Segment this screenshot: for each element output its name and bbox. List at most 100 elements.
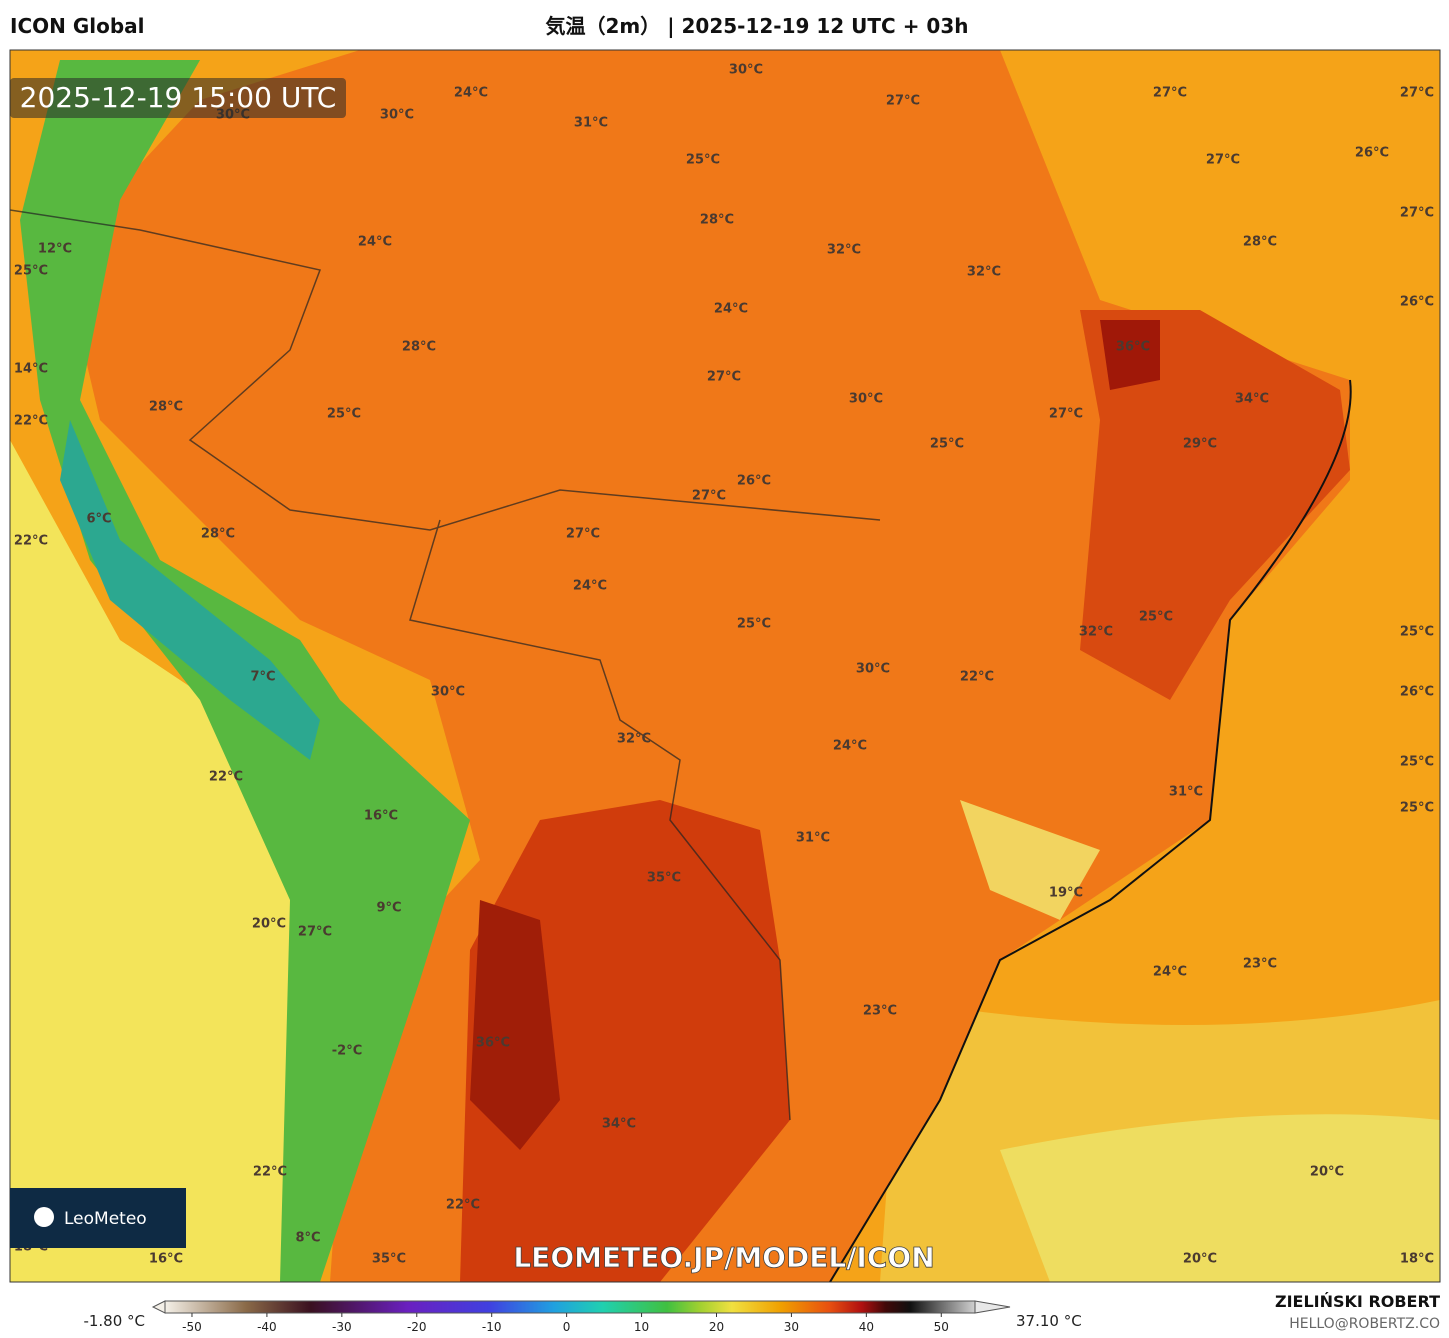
temperature-label: 27°C xyxy=(707,370,741,385)
temperature-label: 30°C xyxy=(729,63,763,78)
colorbar-tick-label: -40 xyxy=(257,1320,277,1334)
author-name: ZIELIŃSKI ROBERT xyxy=(1275,1292,1440,1311)
temperature-label: 20°C xyxy=(1183,1252,1217,1267)
temperature-label: 27°C xyxy=(692,489,726,504)
temperature-label: 36°C xyxy=(476,1036,510,1051)
temperature-label: 25°C xyxy=(1139,610,1173,625)
temperature-label: 28°C xyxy=(201,527,235,542)
colorbar-tick-label: 30 xyxy=(784,1320,799,1334)
colorbar-tick-label: 10 xyxy=(634,1320,649,1334)
timestamp: 2025-12-19 15:00 UTC xyxy=(20,81,337,114)
model-name: ICON Global xyxy=(10,14,145,38)
temperature-label: 25°C xyxy=(1400,755,1434,770)
temperature-label: 28°C xyxy=(149,400,183,415)
temperature-label: 27°C xyxy=(886,94,920,109)
temperature-label: 27°C xyxy=(1400,206,1434,221)
timestamp-box xyxy=(10,78,346,118)
temperature-label: 12°C xyxy=(38,242,72,257)
temperature-label: 19°C xyxy=(1049,886,1083,901)
temperature-label: 8°C xyxy=(295,1231,320,1246)
temperature-label: -2°C xyxy=(332,1044,362,1059)
temperature-label: 30°C xyxy=(849,392,883,407)
colorbar-right-end xyxy=(974,1300,1011,1314)
temperature-label: 24°C xyxy=(1153,965,1187,980)
map-labels: 30°C 24°C 27°C 27°C 27°C 30°C 30°C 31°C 25°C 27°C… xyxy=(14,63,1434,1267)
temperature-label: 26°C xyxy=(737,474,771,489)
temperature-label: 25°C xyxy=(14,264,48,279)
temperature-label: 9°C xyxy=(376,901,401,916)
temperature-label: 34°C xyxy=(1235,392,1269,407)
temperature-label: 27°C xyxy=(1153,86,1187,101)
temperature-label: 27°C xyxy=(1049,407,1083,422)
watermark: LEOMETEO.JP/MODEL/ICON xyxy=(513,1241,934,1274)
temperature-label: 32°C xyxy=(827,243,861,258)
temperature-label: 36°C xyxy=(1116,340,1150,355)
colorbar-scale xyxy=(164,1300,976,1314)
temperature-label: 25°C xyxy=(327,407,361,422)
temperature-label: 18°C xyxy=(1400,1252,1434,1267)
logo-sun xyxy=(34,1207,54,1227)
temperature-label: 22°C xyxy=(960,670,994,685)
map-frame xyxy=(9,49,1441,1283)
temperature-label: 6°C xyxy=(86,512,111,527)
temperature-label: 32°C xyxy=(967,265,1001,280)
colorbar-tick-label: 50 xyxy=(934,1320,949,1334)
colorbar-tick-label: 0 xyxy=(563,1320,571,1334)
temperature-label: 16°C xyxy=(364,809,398,824)
colorbar-tick-label: 40 xyxy=(859,1320,874,1334)
colorbar-left-end xyxy=(151,1300,166,1314)
temperature-label: 34°C xyxy=(602,1117,636,1132)
temperature-label: 7°C xyxy=(250,670,275,685)
temperature-label: 22°C xyxy=(446,1198,480,1213)
temperature-label: 24°C xyxy=(573,579,607,594)
colorbar-tick-label: -10 xyxy=(482,1320,502,1334)
temperature-label: 24°C xyxy=(358,235,392,250)
author-email: HELLO@ROBERTZ.CO xyxy=(1289,1316,1440,1332)
temperature-label: 28°C xyxy=(700,213,734,228)
temperature-label: 28°C xyxy=(402,340,436,355)
temperature-label: 22°C xyxy=(209,770,243,785)
logo: LeoMeteo xyxy=(64,1209,147,1229)
temperature-label: 35°C xyxy=(372,1252,406,1267)
temperature-label: 31°C xyxy=(574,116,608,131)
temperature-label: 22°C xyxy=(14,414,48,429)
temperature-label: 20°C xyxy=(252,917,286,932)
temperature-label: 30°C xyxy=(431,685,465,700)
colorbar-tick-label: 20 xyxy=(709,1320,724,1334)
colorbar-tick-label: -50 xyxy=(182,1320,202,1334)
temperature-label: 30°C xyxy=(380,108,414,123)
temperature-label: 24°C xyxy=(454,86,488,101)
temperature-label: 23°C xyxy=(863,1004,897,1019)
temperature-label: 24°C xyxy=(714,302,748,317)
temperature-label: 27°C xyxy=(566,527,600,542)
temperature-label: 23°C xyxy=(1243,957,1277,972)
temperature-label: 29°C xyxy=(1183,437,1217,452)
temperature-label: 35°C xyxy=(647,871,681,886)
temperature-label: 24°C xyxy=(833,739,867,754)
temperature-label: 31°C xyxy=(1169,785,1203,800)
map-title: 気温（2m） | 2025-12-19 12 UTC + 03h xyxy=(546,14,969,38)
temperature-label: 16°C xyxy=(149,1252,183,1267)
temperature-label: 27°C xyxy=(1400,86,1434,101)
temperature-label: 25°C xyxy=(737,617,771,632)
temperature-label: 32°C xyxy=(1079,625,1113,640)
temperature-label: 25°C xyxy=(1400,625,1434,640)
map xyxy=(10,50,1440,1282)
temperature-label: 22°C xyxy=(14,534,48,549)
temperature-label: 27°C xyxy=(298,925,332,940)
colorbar-max: 37.10 °C xyxy=(1016,1312,1082,1330)
temperature-label: 25°C xyxy=(1400,801,1434,816)
temperature-label: 32°C xyxy=(617,732,651,747)
temperature-label: 27°C xyxy=(1206,153,1240,168)
temperature-label: 28°C xyxy=(1243,235,1277,250)
temperature-label: 31°C xyxy=(796,831,830,846)
temperature-label: 26°C xyxy=(1400,685,1434,700)
temperature-label: 20°C xyxy=(1310,1165,1344,1180)
temperature-label: 14°C xyxy=(14,362,48,377)
temperature-label: 26°C xyxy=(1400,295,1434,310)
temperature-label: 26°C xyxy=(1355,146,1389,161)
temperature-label: 22°C xyxy=(253,1165,287,1180)
colorbar: -50 -40 -30 -20 -10 0 10 20 30 40 50 xyxy=(151,1300,1011,1334)
temperature-label: 30°C xyxy=(856,662,890,677)
